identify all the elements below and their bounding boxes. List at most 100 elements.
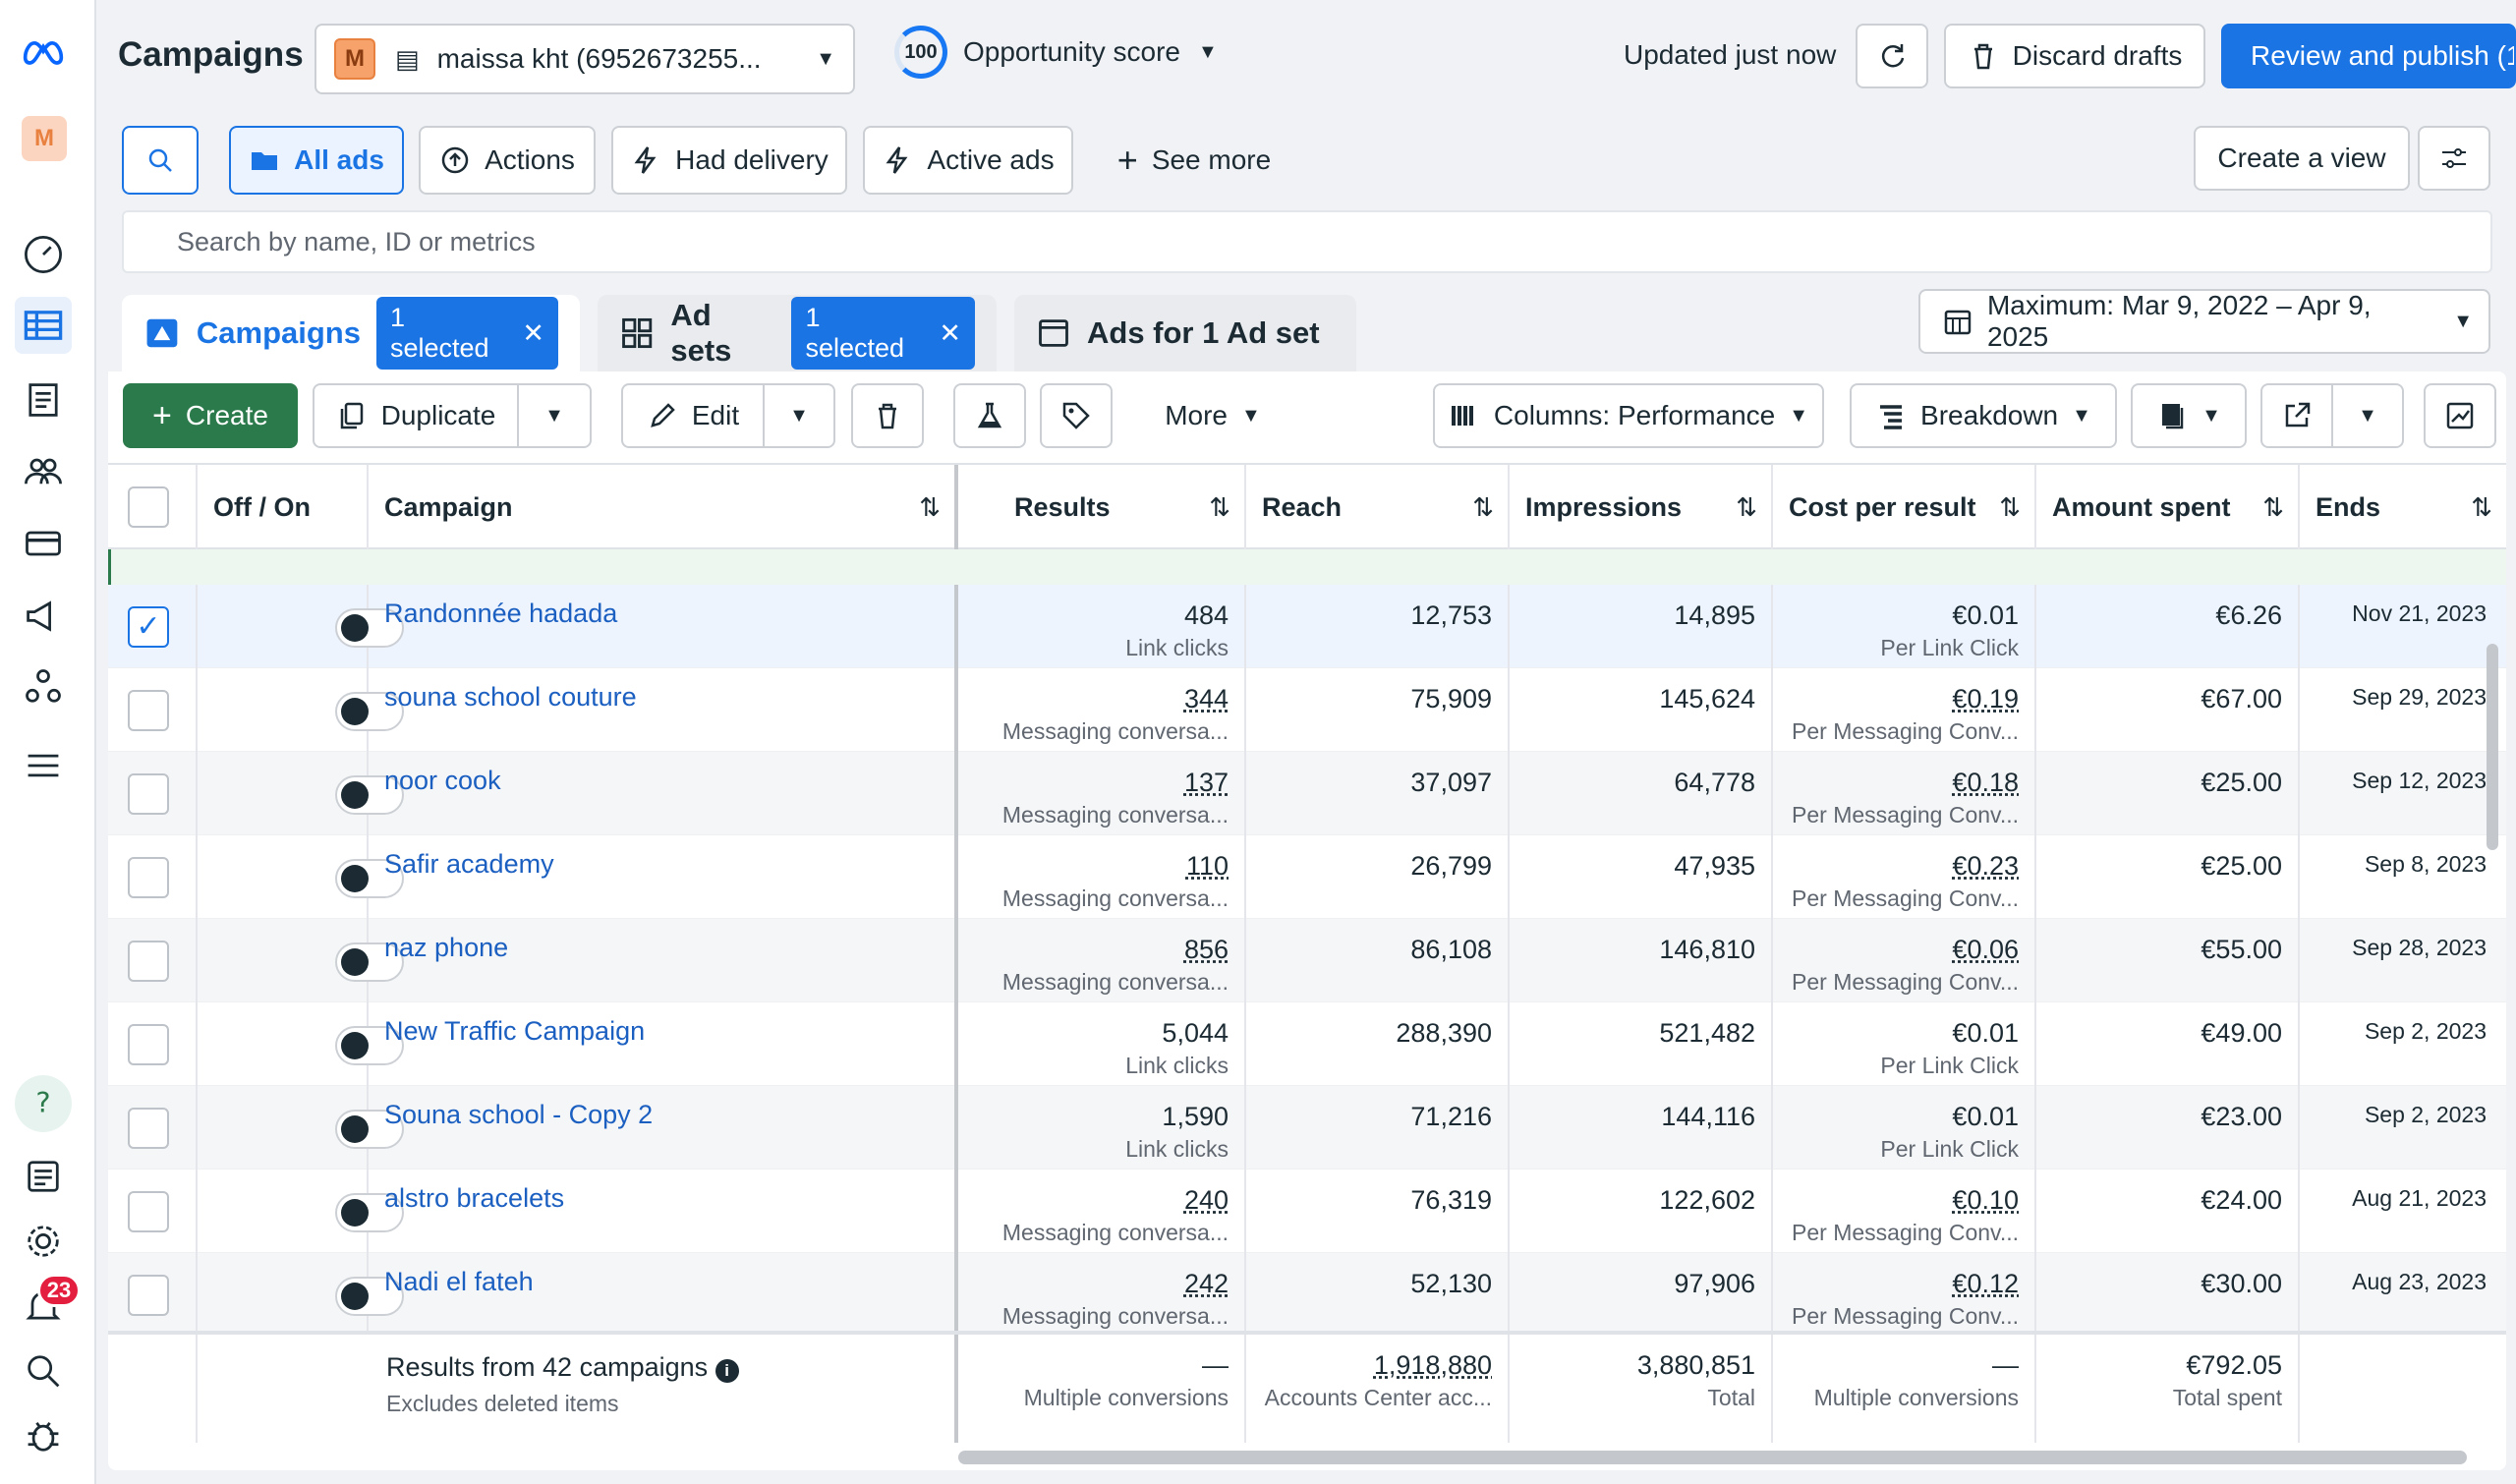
results-value[interactable]: 242 <box>1183 1269 1229 1298</box>
cpr-value[interactable]: €0.19 <box>1952 684 2019 713</box>
campaign-name-link[interactable]: Nadi el fateh <box>369 1253 958 1337</box>
billing-card-icon[interactable] <box>15 515 72 572</box>
column-impressions[interactable]: Impressions ⇅ <box>1510 465 1773 549</box>
results-value[interactable]: 344 <box>1183 684 1229 713</box>
row-checkbox[interactable] <box>128 941 169 982</box>
campaign-name-link[interactable]: Souna school - Copy 2 <box>369 1086 958 1170</box>
campaigns-table-icon[interactable] <box>15 297 72 354</box>
column-reach[interactable]: Reach ⇅ <box>1246 465 1510 549</box>
row-checkbox[interactable] <box>128 857 169 898</box>
campaign-toggle[interactable] <box>335 942 404 982</box>
duplicate-button[interactable]: Duplicate <box>313 383 519 448</box>
table-row[interactable]: ✓ Randonnée hadada 484 Link clicks 12,753 14,… <box>108 585 2506 668</box>
campaign-name-link[interactable]: noor cook <box>369 752 958 835</box>
advertise-megaphone-icon[interactable] <box>15 588 72 645</box>
table-row[interactable]: New Traffic Campaign 5,044 Link clicks 288,… <box>108 1002 2506 1086</box>
row-checkbox[interactable] <box>128 1275 169 1316</box>
ab-test-button[interactable] <box>953 383 1026 448</box>
column-results[interactable]: Results ⇅ <box>983 465 1246 549</box>
campaign-name-link[interactable]: New Traffic Campaign <box>369 1002 958 1086</box>
dashboard-gauge-icon[interactable] <box>15 226 72 283</box>
tag-button[interactable] <box>1040 383 1113 448</box>
column-onoff[interactable]: Off / On <box>198 465 369 549</box>
breakdown-selector[interactable]: Breakdown ▼ <box>1850 383 2117 448</box>
create-button[interactable]: + Create <box>123 383 298 448</box>
columns-selector[interactable]: Columns: Performance ▼ <box>1433 383 1824 448</box>
see-more-button[interactable]: + See more <box>1101 126 1287 195</box>
edit-button[interactable]: Edit <box>621 383 765 448</box>
charts-button[interactable] <box>2424 383 2496 448</box>
campaign-name-link[interactable]: Safir academy <box>369 835 958 919</box>
delete-button[interactable] <box>851 383 924 448</box>
table-row[interactable]: naz phone 856 Messaging conversa... 86,108 1… <box>108 919 2506 1002</box>
campaign-name-link[interactable]: Randonnée hadada <box>369 585 958 668</box>
campaign-name-link[interactable]: alstro bracelets <box>369 1170 958 1253</box>
table-row[interactable]: Nadi el fateh 242 Messaging conversa... 52,… <box>108 1253 2506 1337</box>
table-row[interactable]: Souna school - Copy 2 1,590 Link clicks 71,… <box>108 1086 2506 1170</box>
campaign-toggle[interactable] <box>335 1193 404 1232</box>
search-icon[interactable] <box>15 1342 72 1399</box>
row-checkbox[interactable] <box>128 1191 169 1232</box>
date-range-picker[interactable]: Maximum: Mar 9, 2022 – Apr 9, 2025 ▼ <box>1918 289 2490 354</box>
table-row[interactable]: alstro bracelets 240 Messaging conversa...… <box>108 1170 2506 1253</box>
results-value[interactable]: 856 <box>1183 935 1229 964</box>
sort-icon[interactable]: ⇅ <box>2262 492 2284 522</box>
discard-drafts-button[interactable]: Discard drafts <box>1944 24 2205 88</box>
campaign-toggle[interactable] <box>335 775 404 815</box>
column-amount-spent[interactable]: Amount spent ⇅ <box>2036 465 2300 549</box>
close-icon[interactable]: ✕ <box>939 317 961 348</box>
sort-icon[interactable]: ⇅ <box>1472 492 1494 522</box>
info-icon[interactable]: i <box>715 1359 739 1383</box>
filter-settings-button[interactable] <box>2418 126 2490 191</box>
row-checkbox[interactable] <box>128 1024 169 1065</box>
table-row[interactable]: souna school couture 344 Messaging convers… <box>108 668 2506 752</box>
campaign-toggle[interactable] <box>335 1277 404 1316</box>
active-ads-filter[interactable]: Active ads <box>863 126 1073 195</box>
news-icon[interactable] <box>15 1148 72 1205</box>
cpr-value[interactable]: €0.18 <box>1952 768 2019 797</box>
close-icon[interactable]: ✕ <box>522 317 544 348</box>
menu-hamburger-icon[interactable] <box>15 737 72 794</box>
column-campaign[interactable]: Campaign ⇅ <box>369 465 958 549</box>
sort-icon[interactable]: ⇅ <box>1736 492 1757 522</box>
reports-dropdown[interactable]: ▼ <box>2131 383 2247 448</box>
settings-gear-icon[interactable] <box>15 1213 72 1270</box>
column-cost-per-result[interactable]: Cost per result ⇅ <box>1773 465 2036 549</box>
table-row[interactable]: noor cook 137 Messaging conversa... 37,097 6… <box>108 752 2506 835</box>
edit-dropdown[interactable]: ▼ <box>763 383 835 448</box>
meta-logo-icon[interactable] <box>15 24 72 81</box>
campaign-toggle[interactable] <box>335 608 404 648</box>
adsets-selected-pill[interactable]: 1 selected ✕ <box>791 297 975 370</box>
sort-icon[interactable]: ⇅ <box>1999 492 2021 522</box>
vertical-scrollbar[interactable] <box>2487 644 2498 850</box>
campaign-name-link[interactable]: souna school couture <box>369 668 958 752</box>
row-checkbox[interactable] <box>128 690 169 731</box>
actions-filter[interactable]: Actions <box>419 126 596 195</box>
tab-campaigns[interactable]: Campaigns 1 selected ✕ <box>122 295 580 371</box>
had-delivery-filter[interactable]: Had delivery <box>611 126 847 195</box>
campaign-name-link[interactable]: naz phone <box>369 919 958 1002</box>
row-checkbox[interactable] <box>128 1108 169 1149</box>
row-checkbox[interactable]: ✓ <box>128 606 169 648</box>
campaigns-selected-pill[interactable]: 1 selected ✕ <box>376 297 558 370</box>
business-tools-icon[interactable] <box>15 658 72 715</box>
campaign-toggle[interactable] <box>335 1026 404 1065</box>
cpr-value[interactable]: €0.23 <box>1952 851 2019 881</box>
campaign-toggle[interactable] <box>335 692 404 731</box>
sort-icon[interactable]: ⇅ <box>2471 492 2492 522</box>
account-selector[interactable]: M ▤ maissa kht (6952673255... ▼ <box>314 24 855 94</box>
search-input[interactable]: Search by name, ID or metrics <box>122 210 2492 273</box>
bug-report-icon[interactable] <box>15 1407 72 1464</box>
results-value[interactable]: 240 <box>1183 1185 1229 1215</box>
opportunity-score[interactable]: 100 Opportunity score ▼ <box>894 26 1218 79</box>
review-publish-button[interactable]: Review and publish (17 <box>2221 24 2516 88</box>
horizontal-scrollbar[interactable] <box>958 1451 2467 1464</box>
results-value[interactable]: 137 <box>1183 768 1229 797</box>
export-dropdown[interactable]: ▼ <box>2331 383 2404 448</box>
export-button[interactable] <box>2260 383 2333 448</box>
reports-icon[interactable] <box>15 371 72 428</box>
campaign-toggle[interactable] <box>335 1110 404 1149</box>
results-value[interactable]: 110 <box>1185 851 1229 881</box>
column-ends[interactable]: Ends ⇅ <box>2300 465 2506 549</box>
sort-icon[interactable]: ⇅ <box>1209 492 1230 522</box>
